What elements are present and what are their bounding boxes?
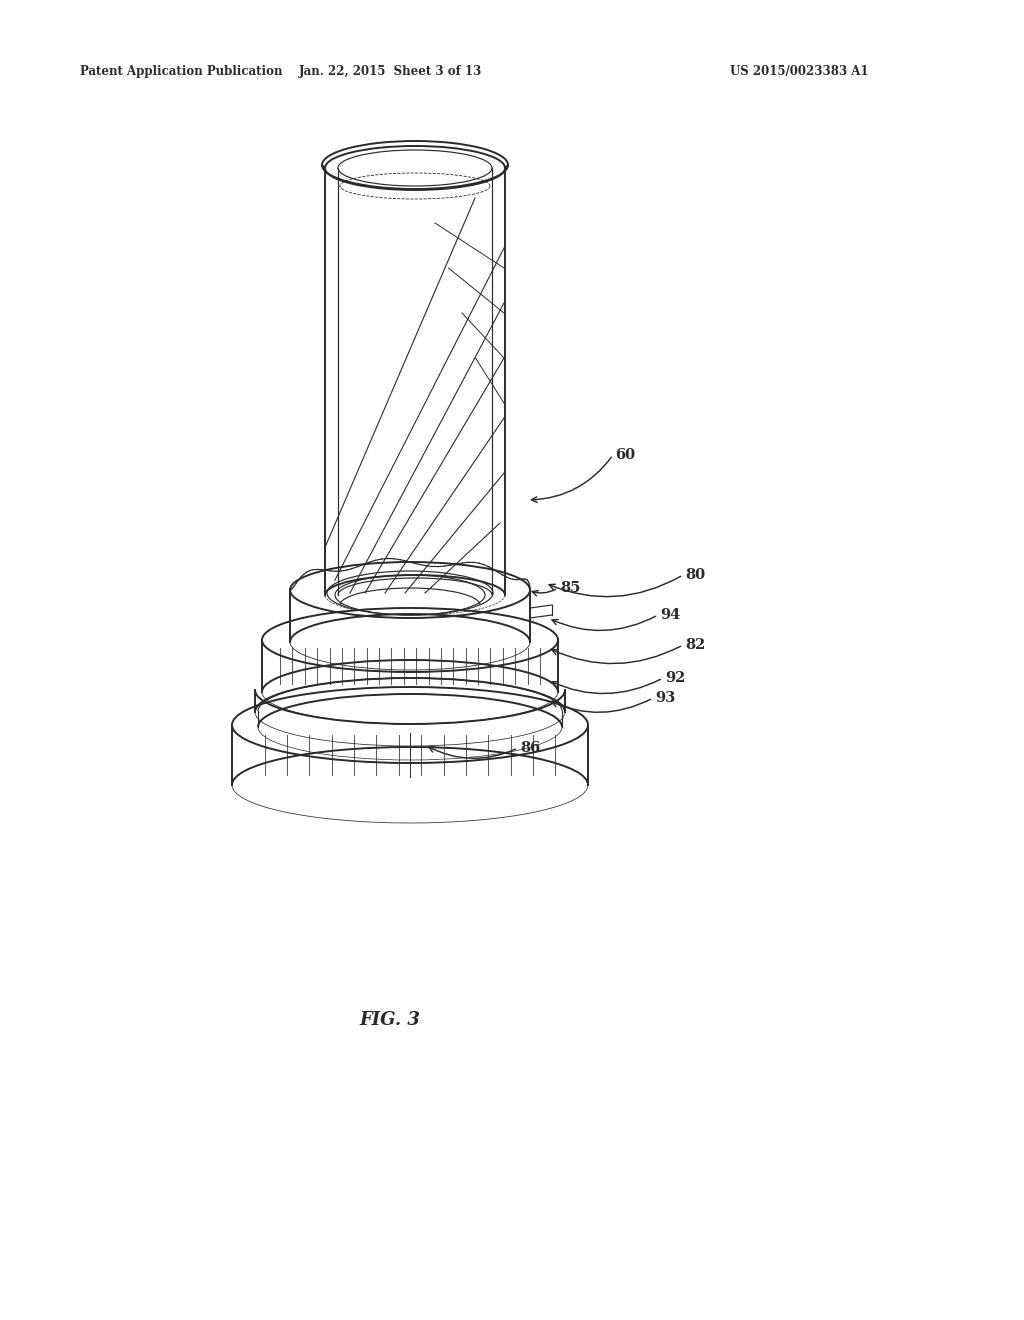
Text: 60: 60	[615, 447, 635, 462]
Text: FIG. 3: FIG. 3	[359, 1011, 421, 1030]
Text: 80: 80	[685, 568, 706, 582]
Text: 93: 93	[655, 690, 675, 705]
Text: US 2015/0023383 A1: US 2015/0023383 A1	[730, 66, 868, 78]
Text: 92: 92	[665, 671, 685, 685]
Text: Patent Application Publication: Patent Application Publication	[80, 66, 283, 78]
Text: Jan. 22, 2015  Sheet 3 of 13: Jan. 22, 2015 Sheet 3 of 13	[298, 66, 481, 78]
Text: 94: 94	[660, 609, 680, 622]
Text: 82: 82	[685, 638, 706, 652]
Text: 85: 85	[560, 581, 581, 595]
Text: 86: 86	[520, 741, 541, 755]
